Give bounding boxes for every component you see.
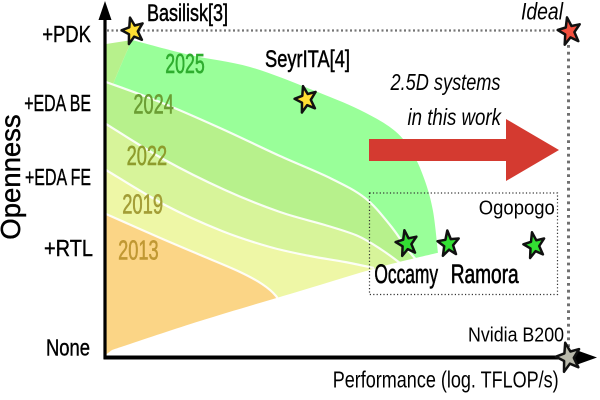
- svg-text:Openness: Openness: [0, 114, 26, 239]
- svg-text:+PDK: +PDK: [42, 21, 91, 47]
- svg-text:Ogopogo: Ogopogo: [479, 196, 555, 219]
- svg-text:Basilisk[3]: Basilisk[3]: [147, 0, 228, 27]
- svg-text:2025: 2025: [165, 48, 205, 79]
- svg-text:Ramora: Ramora: [451, 259, 520, 289]
- svg-text:2.5D systems: 2.5D systems: [390, 69, 501, 95]
- svg-text:Performance (log. TFLOP/s): Performance (log. TFLOP/s): [333, 366, 559, 392]
- svg-text:+RTL: +RTL: [44, 235, 93, 261]
- svg-text:None: None: [46, 335, 90, 361]
- svg-text:SeyrITA[4]: SeyrITA[4]: [265, 46, 350, 73]
- svg-text:Occamy: Occamy: [374, 259, 438, 289]
- svg-text:2022: 2022: [127, 140, 168, 171]
- svg-text:Ideal: Ideal: [521, 0, 564, 26]
- svg-text:Nvidia B200: Nvidia B200: [468, 324, 564, 347]
- svg-text:+EDA BE: +EDA BE: [24, 90, 91, 116]
- svg-text:2013: 2013: [118, 234, 159, 265]
- svg-text:+EDA FE: +EDA FE: [25, 164, 91, 190]
- svg-text:in this work: in this work: [408, 104, 502, 130]
- svg-text:2024: 2024: [133, 89, 173, 120]
- svg-text:2019: 2019: [122, 189, 163, 220]
